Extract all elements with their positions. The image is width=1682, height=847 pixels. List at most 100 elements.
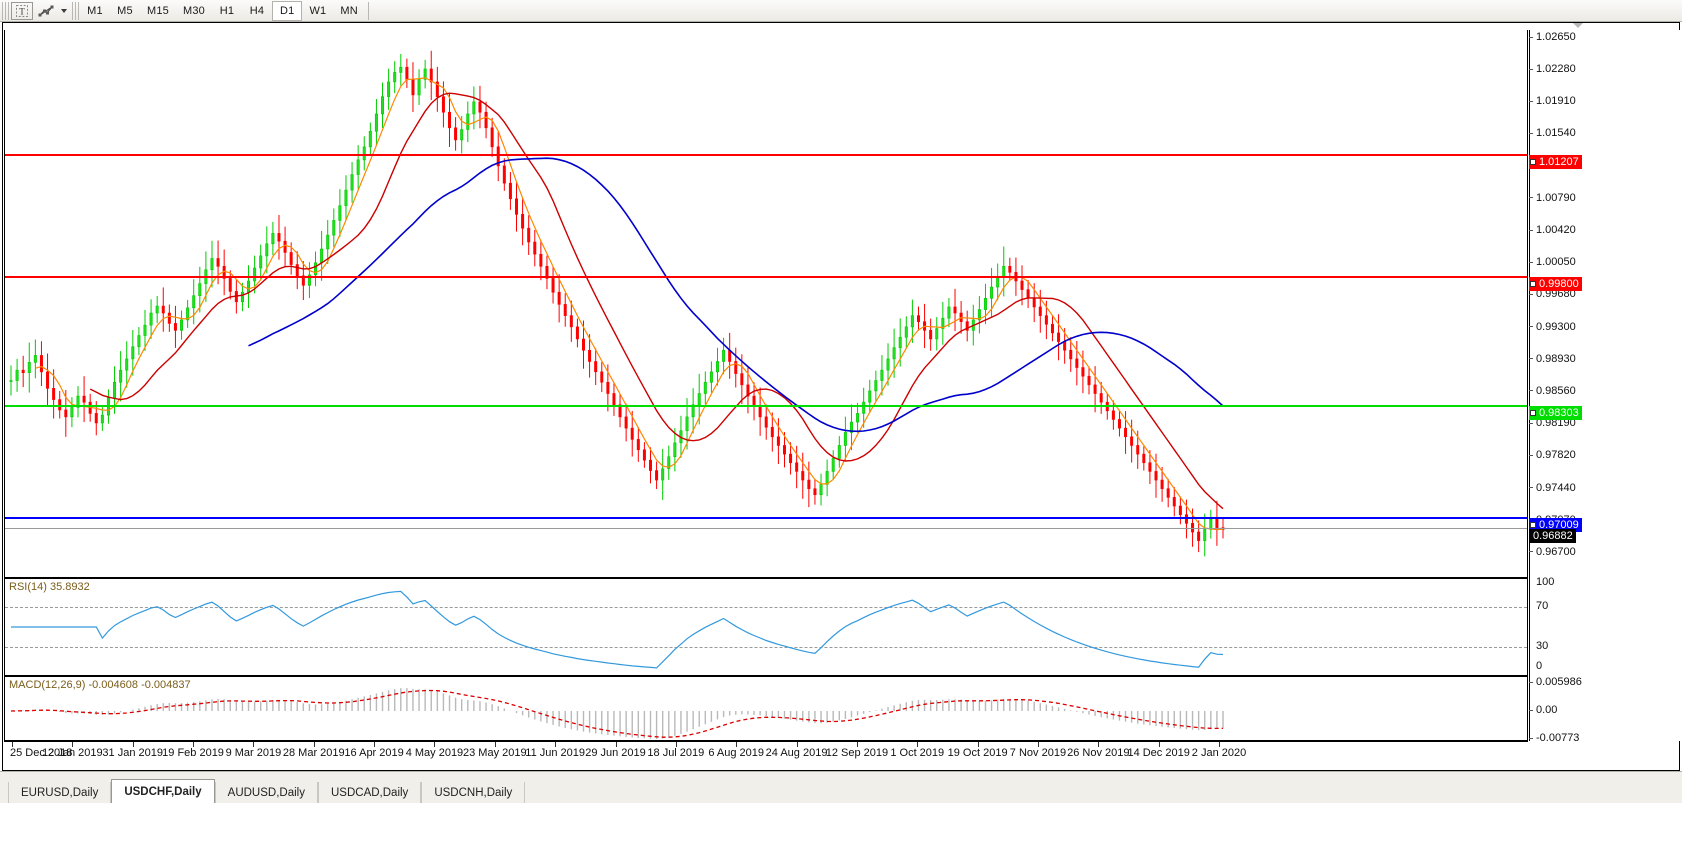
time-tick [193, 742, 195, 747]
text-tool-icon[interactable]: T [10, 1, 34, 21]
timeframe-mn[interactable]: MN [340, 4, 358, 17]
toolbar-separator [367, 1, 369, 20]
tab-usdcad-daily[interactable]: USDCAD,Daily [317, 782, 422, 804]
time-axis-label: 4 May 2019 [405, 747, 464, 759]
price-tick: 1.00790 [1529, 192, 1576, 204]
timeframe-m15[interactable]: M15 [147, 4, 169, 17]
price-tick: 1.02650 [1529, 31, 1576, 43]
time-axis-label: 19 Feb 2019 [162, 747, 224, 759]
timeframe-m1[interactable]: M1 [87, 4, 103, 17]
price-tick: 0.99300 [1529, 321, 1576, 333]
timeframe-d1[interactable]: D1 [272, 0, 303, 21]
timeframe-m5[interactable]: M5 [117, 4, 133, 17]
timeframe-h1[interactable]: H1 [219, 4, 235, 17]
time-tick [434, 742, 436, 747]
rsi-guide-30 [5, 647, 1527, 648]
support-line-2[interactable] [5, 517, 1527, 520]
rsi-pane[interactable]: RSI(14) 35.8932 [4, 578, 1528, 676]
macd-signal-line [10, 689, 1223, 738]
time-axis-label: 16 Apr 2019 [344, 747, 404, 759]
time-axis-label: 6 Aug 2019 [708, 747, 765, 759]
resistance-line-2[interactable] [5, 275, 1527, 278]
time-tick [977, 742, 979, 747]
rsi-scale[interactable]: 100 70 30 0 [1529, 576, 1681, 676]
time-axis-label: 28 Mar 2019 [282, 747, 345, 759]
tab-audusd-daily[interactable]: AUDUSD,Daily [214, 782, 318, 804]
time-axis-label: 29 Jun 2019 [585, 747, 646, 759]
macd-tick: 0.00 [1529, 704, 1557, 716]
tab-usdchf-daily[interactable]: USDCHF,Daily [111, 779, 215, 804]
price-chart-canvas [9, 50, 1225, 557]
time-tick [1037, 742, 1039, 747]
macd-scale-axis-line [1529, 676, 1530, 741]
rsi-tick: 70 [1536, 600, 1549, 612]
time-axis-label: 24 Aug 2019 [765, 747, 828, 759]
price-scale[interactable]: 1.026501.022801.019101.015401.011801.007… [1529, 30, 1681, 590]
timeframe-h4[interactable]: H4 [249, 4, 265, 17]
timeframe-w1[interactable]: W1 [309, 4, 327, 17]
level-handle-icon[interactable] [1530, 522, 1536, 529]
svg-text:T: T [19, 6, 25, 16]
price-tick: 0.99680 [1529, 288, 1576, 300]
time-axis-label: 18 Jul 2019 [647, 747, 705, 759]
macd-histogram [16, 688, 1224, 739]
macd-scale[interactable]: 0.005986 0.00 -0.00773 [1529, 676, 1681, 744]
time-tick [374, 742, 376, 747]
toolbar-grip-1[interactable] [2, 1, 9, 20]
window-top-strip [3, 23, 1679, 30]
time-axis-label: 25 Dec 2018 [10, 747, 73, 759]
time-axis-label: 31 Jan 2019 [102, 747, 163, 759]
dropdown-caret-icon[interactable] [58, 1, 70, 21]
time-axis-label: 12 Jan 2019 [42, 747, 103, 759]
time-axis-label: 7 Nov 2019 [1009, 747, 1067, 759]
level-handle-icon[interactable] [1530, 280, 1536, 287]
price-tick: 0.98930 [1529, 353, 1576, 365]
ma-fast-line [35, 77, 1224, 531]
collapse-indicator-icon[interactable] [1573, 23, 1583, 28]
support-line-1[interactable] [5, 405, 1527, 408]
main-toolbar: T M1 M5 M15 M30 H1 H4 D1 W1 MN [0, 0, 1682, 22]
time-tick [494, 742, 496, 747]
tab-usdcnh-daily[interactable]: USDCNH,Daily [421, 782, 526, 804]
ma-medium-line [89, 92, 1224, 510]
time-tick [1219, 742, 1220, 747]
time-tick [615, 742, 617, 747]
rsi-tick: 100 [1536, 576, 1555, 588]
rsi-chart-canvas [11, 590, 1224, 669]
price-level-badge-support-2[interactable]: 0.97009 [1529, 518, 1582, 533]
candlestick-series [9, 50, 1225, 557]
time-axis-label: 2 Jan 2020 [1191, 747, 1247, 759]
toolbar-grip-2[interactable] [72, 1, 79, 20]
last-price-line [5, 528, 1527, 530]
rsi-tick: 30 [1536, 640, 1549, 652]
ma-slow-line [248, 157, 1224, 433]
time-axis[interactable]: 25 Dec 2018 12 Jan 2019 31 Jan 2019 19 Feb … [4, 741, 1528, 770]
time-tick [736, 742, 738, 747]
resistance-line-1[interactable] [5, 153, 1527, 156]
chart-window: USDCHF,Daily 0.97186 0.97208 0.96642 0.9… [2, 22, 1681, 771]
price-level-badge-last-price[interactable]: 0.96882 [1529, 529, 1576, 544]
time-axis-label: 1 Oct 2019 [890, 747, 945, 759]
indicators-icon[interactable] [34, 1, 58, 21]
price-level-badge-resistance-2[interactable]: 0.99800 [1529, 276, 1582, 291]
time-tick [313, 742, 315, 747]
price-pane[interactable] [4, 30, 1528, 578]
time-tick [796, 742, 798, 747]
level-handle-icon[interactable] [1530, 158, 1536, 165]
price-level-badge-resistance-1[interactable]: 1.01207 [1529, 154, 1582, 169]
time-axis-label: 26 Nov 2019 [1067, 747, 1130, 759]
price-tick: 1.00420 [1529, 224, 1576, 236]
tab-eurusd-daily[interactable]: EURUSD,Daily [8, 782, 112, 804]
time-tick [1158, 742, 1160, 747]
rsi-tick: 0 [1536, 660, 1543, 672]
macd-pane[interactable]: MACD(12,26,9) -0.004608 -0.004837 [4, 676, 1528, 741]
level-handle-icon[interactable] [1530, 410, 1536, 417]
macd-tick: 0.005986 [1529, 676, 1582, 688]
macd-chart-canvas [10, 688, 1224, 739]
price-level-value: 0.97009 [1539, 519, 1579, 532]
rsi-label: RSI(14) 35.8932 [9, 581, 90, 593]
timeframe-m30[interactable]: M30 [183, 4, 205, 17]
time-axis-label: 19 Oct 2019 [947, 747, 1008, 759]
price-level-badge-support-1[interactable]: 0.98303 [1529, 406, 1582, 421]
